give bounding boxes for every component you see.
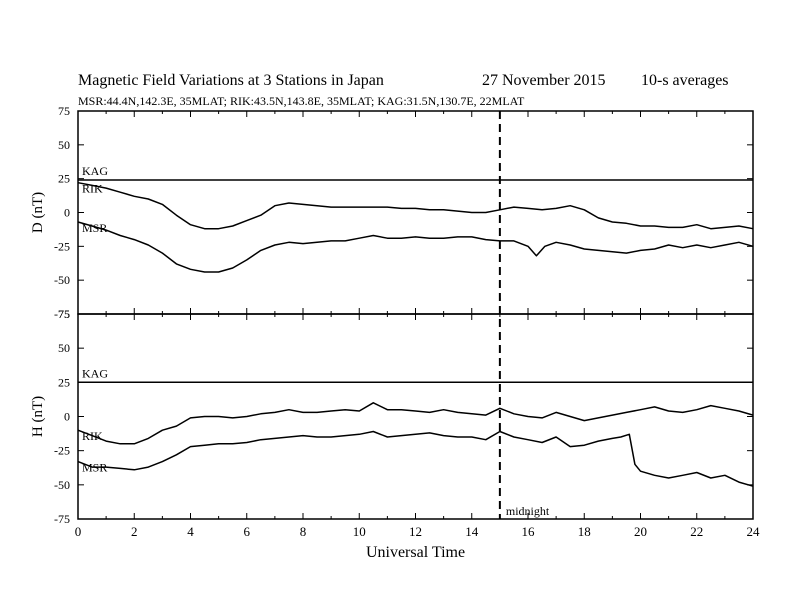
xtick-label: 4 xyxy=(187,524,194,539)
panel-d-label-msr: MSR xyxy=(82,221,107,235)
panel-d-series-msr xyxy=(77,221,754,273)
station-info: MSR:44.4N,142.3E, 35MLAT; RIK:43.5N,143.… xyxy=(78,94,525,108)
panel-h-ytick-label: 50 xyxy=(58,341,70,355)
panel-h-series-msr xyxy=(77,430,754,487)
panel-h-frame xyxy=(77,313,754,520)
xtick-label: 2 xyxy=(131,524,138,539)
averaging-label: 10-s averages xyxy=(641,72,729,89)
panel-d-ytick-label: 75 xyxy=(58,104,70,118)
xtick-label: 6 xyxy=(244,524,251,539)
panel-d-ylabel: D (nT) xyxy=(30,192,46,233)
panel-h-ytick-label: 0 xyxy=(64,410,70,424)
xtick-label: 18 xyxy=(578,524,591,539)
panel-h-series-rik xyxy=(77,402,754,445)
panel-d-frame xyxy=(77,110,754,315)
panel-d-label-rik: RIK xyxy=(82,182,103,196)
panel-h-ytick-label: -25 xyxy=(54,444,70,458)
xtick-label: 8 xyxy=(300,524,307,539)
panel-h-label-msr: MSR xyxy=(82,461,107,475)
panel-d-series-rik xyxy=(77,181,754,230)
xtick-label: 0 xyxy=(75,524,82,539)
x-axis-label: Universal Time xyxy=(366,544,465,561)
panel-h-ytick-label: 75 xyxy=(58,307,70,321)
xtick-label: 12 xyxy=(409,524,422,539)
midnight-annotation: midnight xyxy=(506,504,550,518)
panel-d-ytick-label: -25 xyxy=(54,239,70,253)
panel-d-ytick-label: -50 xyxy=(54,273,70,287)
chart-date: 27 November 2015 xyxy=(482,72,606,89)
panel-h-ytick-label: -75 xyxy=(54,512,70,526)
panel-h-label-rik: RIK xyxy=(82,429,103,443)
panel-d-ytick-label: 50 xyxy=(58,138,70,152)
panel-h-ytick-label: -50 xyxy=(54,478,70,492)
panel-h-ytick-label: 25 xyxy=(58,375,70,389)
panel-h-label-kag: KAG xyxy=(82,366,108,380)
xtick-label: 14 xyxy=(465,524,479,539)
xtick-label: 10 xyxy=(353,524,366,539)
xtick-label: 16 xyxy=(522,524,536,539)
panel-d-label-kag: KAG xyxy=(82,164,108,178)
chart-title: Magnetic Field Variations at 3 Stations … xyxy=(78,72,384,89)
panel-d-ytick-label: 0 xyxy=(64,206,70,220)
xtick-label: 22 xyxy=(690,524,703,539)
xtick-label: 20 xyxy=(634,524,647,539)
panel-d-ytick-label: -75 xyxy=(54,307,70,321)
xtick-label: 24 xyxy=(747,524,761,539)
panel-d-ytick-label: 25 xyxy=(58,172,70,186)
panel-h-ylabel: H (nT) xyxy=(30,396,46,437)
